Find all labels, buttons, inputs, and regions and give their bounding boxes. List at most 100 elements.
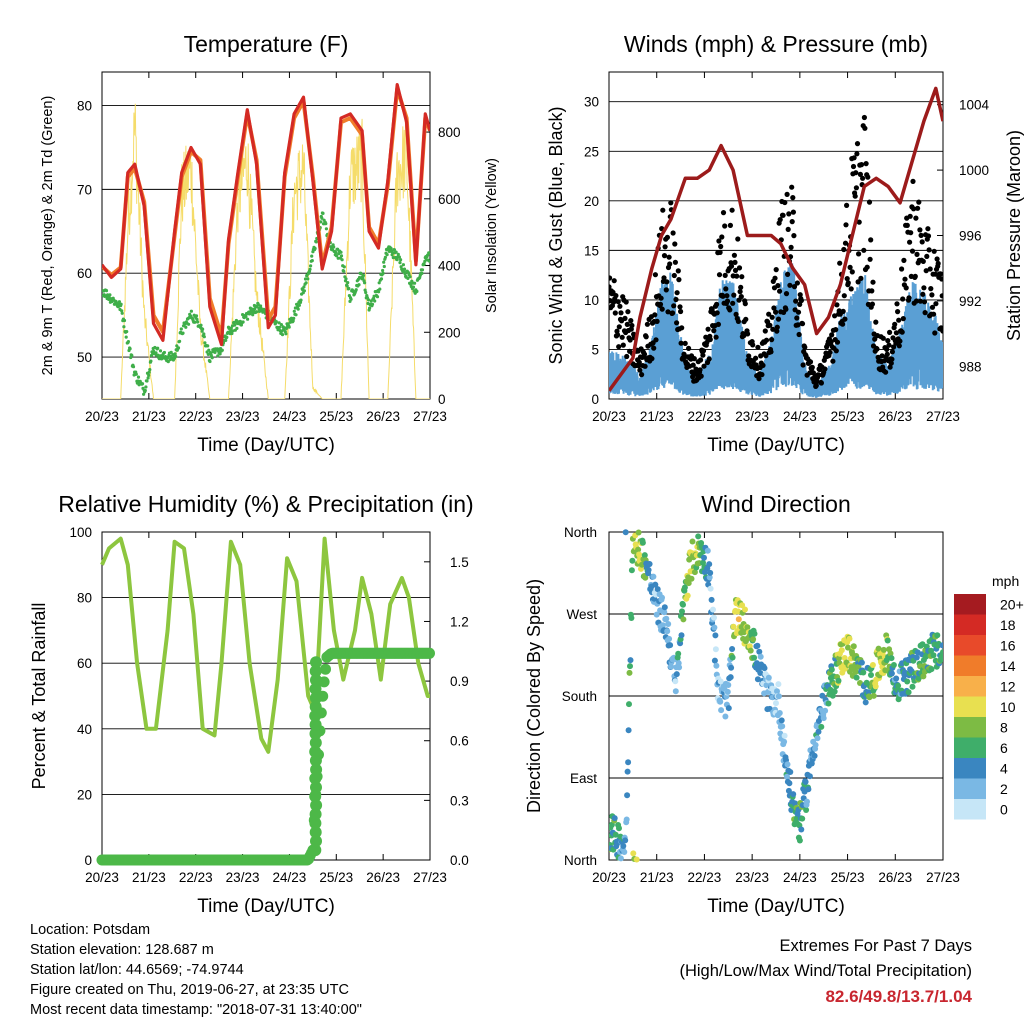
x-axis-label: Time (Day/UTC) [197,896,335,917]
direction-point [888,655,895,662]
gust-point [615,299,621,305]
direction-point [672,678,679,685]
dewpoint-point [235,326,239,330]
dewpoint-point [297,303,301,307]
gust-point [682,340,688,346]
y2-tick-label: 1004 [959,98,990,113]
direction-point [706,561,713,568]
dewpoint-point [244,314,248,319]
gust-point [716,238,722,244]
gust-point [611,278,617,284]
dewpoint-point [117,300,121,304]
dewpoint-point [319,220,323,224]
direction-point [661,609,668,616]
direction-point [880,646,887,653]
panel-title: Temperature (F) [184,31,349,57]
dewpoint-point [187,322,191,326]
dewpoint-point [156,346,160,350]
colorbar-label: 16 [1000,637,1016,653]
precip-point [309,772,322,785]
direction-point [712,632,719,639]
dewpoint-point [320,216,324,220]
direction-point [725,705,732,712]
gust-point [707,336,713,343]
dewpoint-point [399,258,403,262]
dewpoint-point [202,332,206,336]
x-tick-label: 23/23 [226,409,260,424]
gust-point [887,364,893,370]
gust-point [857,171,864,177]
gust-point [927,266,933,272]
gust-point [794,280,801,286]
direction-point [695,533,702,540]
direction-point [779,723,786,730]
direction-point [659,622,666,629]
gust-point [711,328,717,334]
dewpoint-point [406,276,410,280]
x-tick-label: 26/23 [878,870,912,885]
gust-point [714,301,720,307]
dewpoint-point [193,320,197,324]
dewpoint-point [344,277,348,281]
gust-point [668,200,674,206]
gust-point [623,299,629,305]
gust-point [873,319,879,325]
gust-point [800,362,806,368]
gust-point [664,234,671,240]
direction-point [852,668,859,675]
dewpoint-point [122,325,126,329]
gust-point [756,376,762,382]
gust-point [794,315,800,321]
gust-point [719,234,725,240]
dewpoint-point [291,319,295,323]
y-tick-label: 100 [69,525,92,540]
precip-point [309,665,322,678]
direction-point [628,615,635,621]
gust-point [775,316,782,322]
dewpoint-point [361,273,366,278]
dewpoint-point [128,347,132,351]
dewpoint-point [345,284,349,288]
gust-point [671,303,677,309]
gust-point [734,273,740,279]
gust-point [847,264,853,270]
gust-point [869,288,875,294]
direction-point [711,624,718,631]
gust-point [867,256,873,262]
direction-point [650,573,657,580]
dewpoint-point [339,250,343,254]
gust-point [797,292,803,298]
gust-point [902,276,908,282]
direction-point [869,662,876,668]
dewpoint-point [195,317,199,321]
direction-point [915,675,922,682]
gust-point [866,199,873,205]
direction-point [754,676,761,683]
direction-point [761,665,768,672]
gust-point [716,272,723,278]
series-pressure-line [609,86,943,392]
colorbar-swatch [954,696,986,717]
direction-point [678,632,685,639]
direction-point [905,689,912,696]
panel-title: Relative Humidity (%) & Precipitation (i… [58,491,473,517]
direction-point [635,529,642,536]
dewpoint-point [381,271,385,275]
colorbar-label: 20+ [1000,596,1024,612]
colorbar-swatch [954,594,986,615]
y2-tick-label: 0.0 [450,853,469,868]
dewpoint-point [145,379,149,383]
x-tick-label: 26/23 [878,409,912,424]
direction-point [724,688,731,695]
gust-point [664,279,670,285]
gust-point [884,351,890,357]
direction-point [691,569,698,576]
gust-point [641,351,648,357]
direction-point [814,735,821,742]
gust-point [862,125,868,131]
colorbar-label: 14 [1000,658,1016,674]
precip-point [309,683,322,695]
direction-point [622,837,629,844]
dewpoint-point [149,353,154,358]
